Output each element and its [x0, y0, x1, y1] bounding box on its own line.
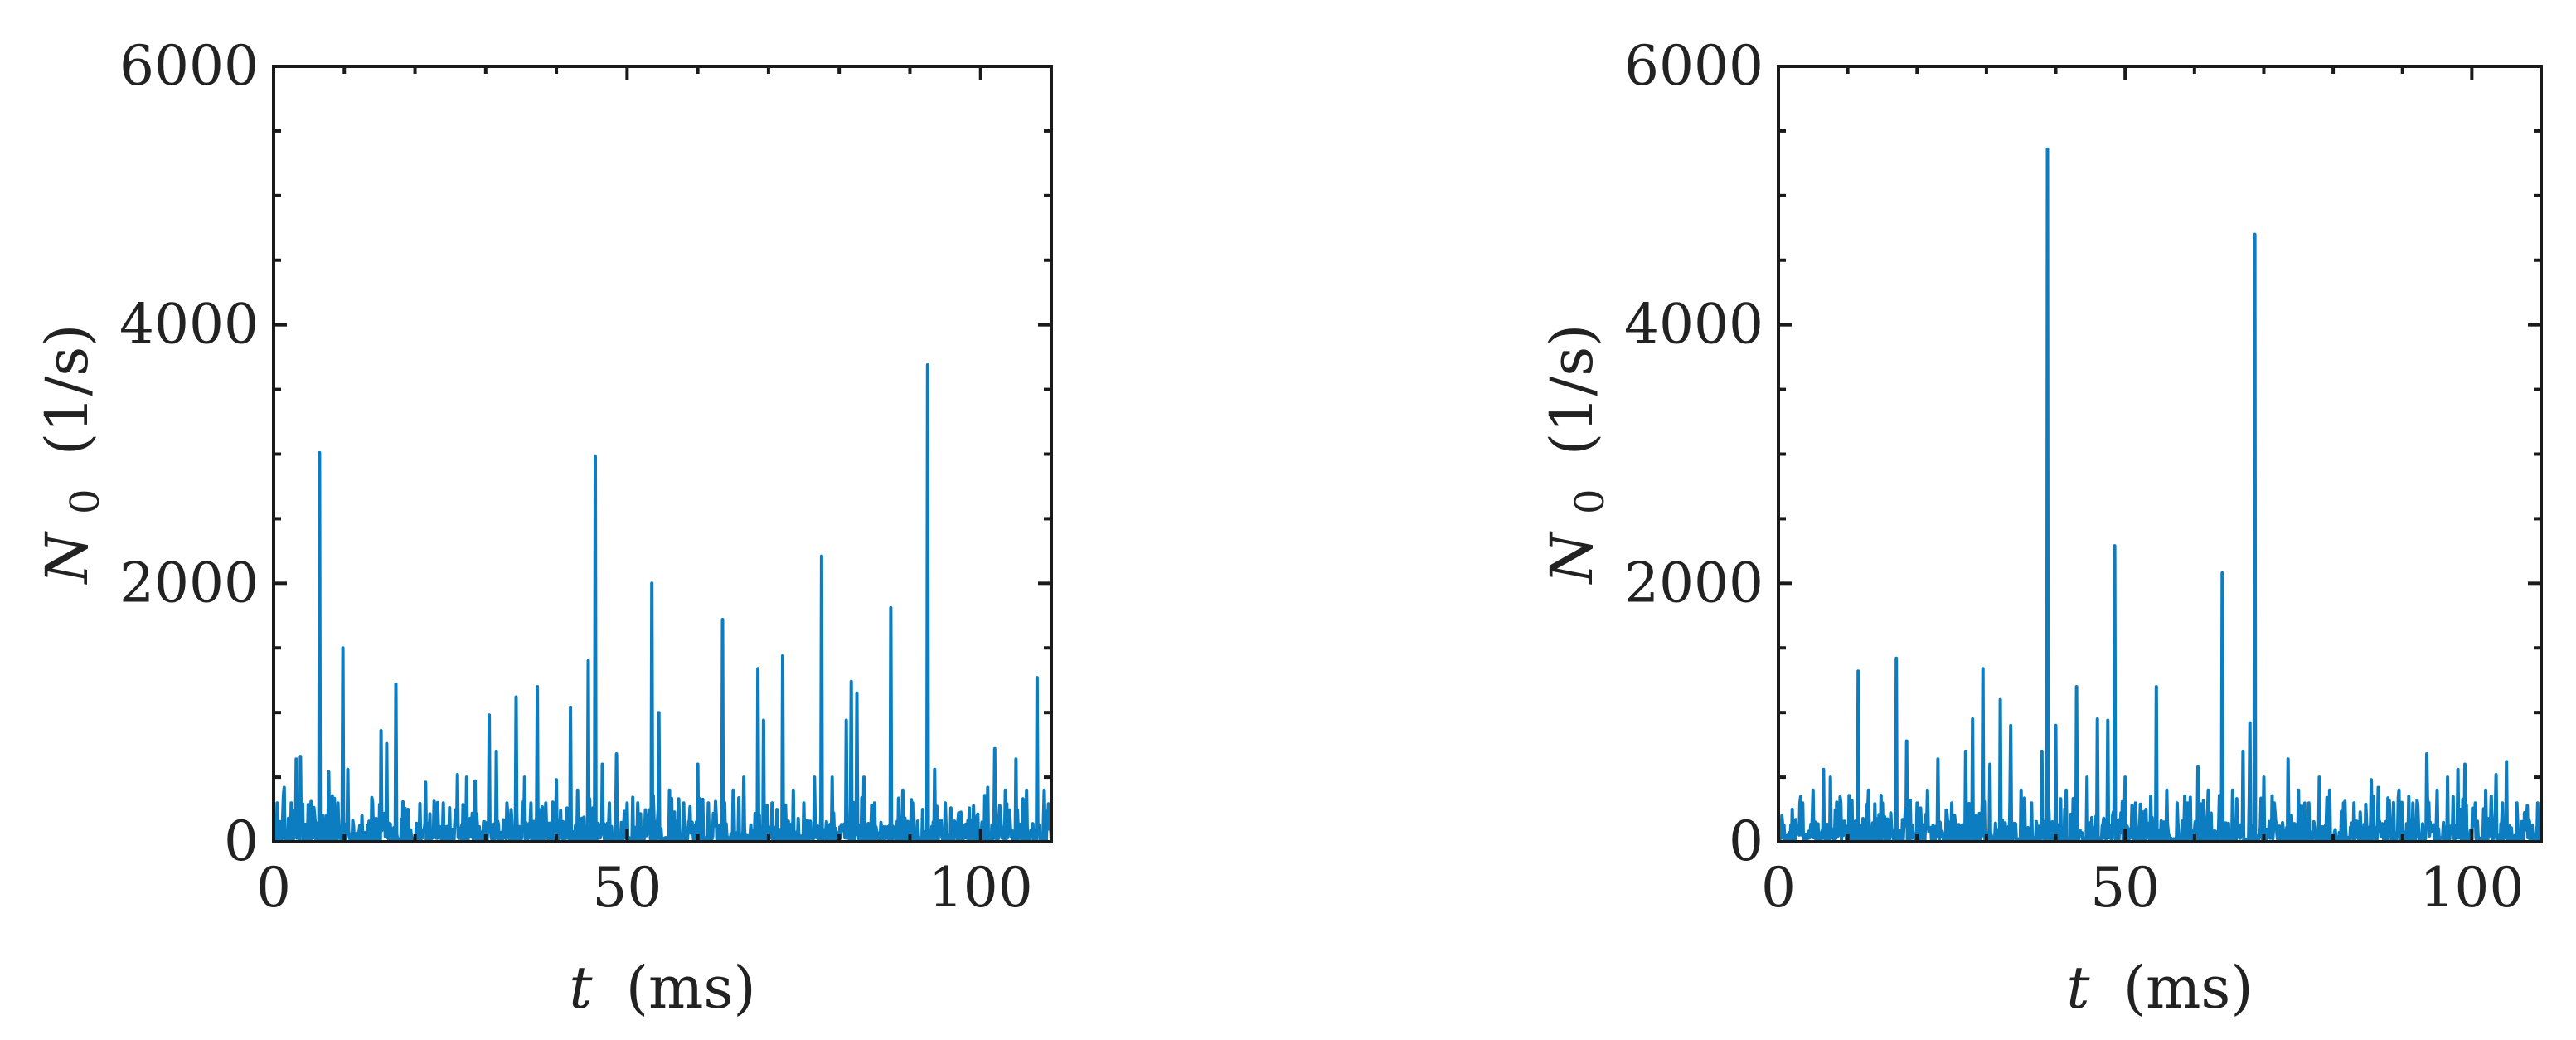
y-axis-unit: (1/s)	[1538, 324, 1606, 456]
tick-labels-left: 0 2000 4000 6000 0 50 100	[119, 34, 1033, 920]
x-tick-label: 0	[256, 856, 291, 920]
chart-panel-right: 0 2000 4000 6000 0 50 100 t (ms) N 0 (1/s)	[1538, 34, 2543, 1022]
y-tick-label: 2000	[1624, 551, 1763, 615]
x-tick-label: 100	[2419, 856, 2524, 920]
x-axis-unit: (ms)	[626, 954, 756, 1022]
series-line-right	[1777, 147, 2543, 843]
y-axis-var: N	[33, 531, 101, 586]
y-axis-label-left: N 0 (1/s)	[33, 324, 113, 586]
y-tick-label: 0	[1729, 809, 1763, 873]
tick-labels-right: 0 2000 4000 6000 0 50 100	[1624, 34, 2524, 920]
plot-frame-right	[1777, 65, 2543, 843]
axis-ticks-left	[272, 65, 1053, 843]
y-tick-label: 4000	[119, 293, 259, 357]
y-axis-label-right: N 0 (1/s)	[1538, 324, 1618, 586]
y-tick-label: 2000	[119, 551, 259, 615]
y-tick-label: 4000	[1624, 293, 1763, 357]
axis-ticks-right	[1777, 65, 2543, 843]
y-tick-label: 6000	[119, 34, 259, 98]
x-axis-label-right: t (ms)	[2066, 954, 2253, 1022]
x-axis-var: t	[569, 954, 593, 1022]
y-tick-label: 0	[224, 809, 259, 873]
x-tick-label: 50	[592, 856, 662, 920]
x-tick-label: 100	[929, 856, 1033, 920]
y-axis-var: N	[1538, 531, 1606, 586]
plot-frame-left	[272, 65, 1053, 843]
y-axis-subscript: 0	[1567, 488, 1613, 514]
y-axis-unit: (1/s)	[33, 324, 101, 456]
chart-panel-left: 0 2000 4000 6000 0 50 100 t (ms) N 0 (1/s)	[33, 34, 1053, 1022]
series-line-left	[272, 363, 1053, 843]
x-tick-label: 0	[1761, 856, 1796, 920]
y-tick-label: 6000	[1624, 34, 1763, 98]
x-tick-label: 50	[2090, 856, 2160, 920]
y-axis-subscript: 0	[62, 488, 109, 514]
x-axis-label-left: t (ms)	[569, 954, 755, 1022]
x-axis-var: t	[2066, 954, 2090, 1022]
x-axis-unit: (ms)	[2123, 954, 2253, 1022]
